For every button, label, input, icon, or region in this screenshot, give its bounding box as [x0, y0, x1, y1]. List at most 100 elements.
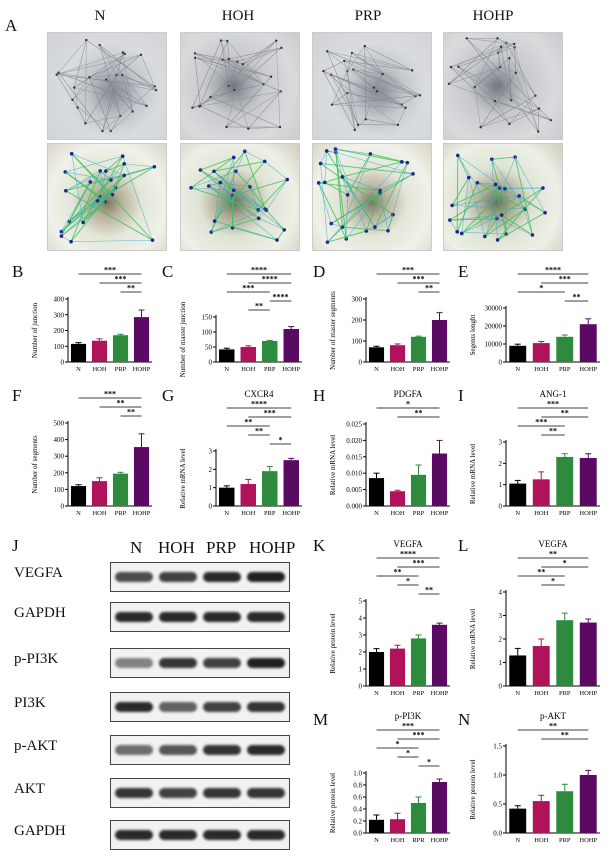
- bar: [283, 329, 299, 362]
- network-segment: [334, 149, 347, 239]
- network-segment: [449, 219, 458, 232]
- network-segment: [501, 187, 544, 216]
- bar: [240, 347, 256, 362]
- network-segment: [235, 151, 246, 172]
- network-segment: [461, 214, 502, 234]
- blot-row-label: p-PI3K: [14, 651, 59, 667]
- network-segment: [497, 52, 501, 68]
- panel-label-k: K: [313, 536, 326, 555]
- column-label-hoh: HOH: [221, 8, 255, 24]
- bar: [532, 801, 550, 833]
- bar: [579, 775, 597, 833]
- y-tick-label: 3: [359, 632, 363, 640]
- network-node: [81, 220, 85, 225]
- bar: [431, 624, 448, 686]
- network-node: [399, 160, 404, 164]
- network-node: [241, 63, 245, 66]
- x-tick-label: HOHP: [579, 690, 597, 697]
- network-node: [242, 149, 247, 154]
- y-tick-label: 100: [54, 486, 65, 494]
- network-node: [121, 51, 125, 54]
- network-segment: [456, 182, 478, 233]
- significance-label: **: [549, 550, 557, 559]
- y-axis-label: Segents lenght: [469, 314, 477, 355]
- y-tick-label: 0: [61, 359, 65, 367]
- bar: [579, 622, 597, 686]
- bar: [91, 481, 108, 506]
- bar: [389, 819, 406, 833]
- y-tick-label: 400: [54, 296, 65, 304]
- y-tick-label: 0.6: [353, 794, 362, 802]
- bar: [556, 456, 574, 506]
- network-node: [537, 107, 541, 110]
- network-node: [95, 198, 100, 203]
- x-tick-label: N: [515, 510, 520, 517]
- network-segment: [373, 87, 420, 96]
- network-segment: [99, 44, 117, 76]
- bar: [509, 345, 527, 362]
- network-segment: [484, 157, 516, 237]
- network-segment: [449, 214, 502, 221]
- network-segment: [344, 60, 413, 71]
- network-node: [256, 216, 261, 221]
- x-tick-label: PRP: [115, 510, 127, 517]
- network-segment: [199, 40, 277, 107]
- network-segment: [497, 43, 515, 53]
- y-tick-label: 300: [54, 453, 65, 461]
- network-segment: [111, 163, 125, 195]
- x-tick-label: PRP: [559, 510, 571, 517]
- network-segment: [86, 39, 155, 87]
- network-segment: [458, 66, 496, 102]
- network-segment: [106, 79, 147, 107]
- chart-title: VEGFA: [538, 539, 568, 549]
- significance-label: ***: [115, 275, 127, 284]
- significance-label: ****: [262, 275, 278, 284]
- bar: [410, 638, 427, 686]
- network-segment: [323, 70, 402, 105]
- network-segment: [227, 40, 230, 60]
- network-segment: [509, 58, 512, 101]
- network-node: [275, 39, 278, 42]
- y-tick-label: 0.010: [346, 470, 362, 478]
- network-node: [493, 182, 498, 187]
- y-tick-label: 500: [54, 420, 65, 428]
- network-node: [269, 75, 273, 78]
- significance-label: *: [427, 758, 431, 767]
- significance-label: **: [415, 409, 423, 418]
- network-segment: [61, 181, 91, 232]
- network-segment: [514, 156, 546, 213]
- network-segment: [335, 152, 414, 175]
- network-segment: [56, 52, 123, 75]
- x-tick-label: HOH: [534, 690, 548, 697]
- y-tick-label: 0.020: [346, 437, 362, 445]
- network-node: [396, 123, 400, 127]
- network-segment: [335, 152, 348, 195]
- x-tick-label: HOH: [534, 837, 548, 844]
- network-segment: [387, 162, 408, 231]
- network-segment: [331, 223, 343, 228]
- network-segment: [219, 150, 246, 183]
- network-segment: [99, 44, 157, 91]
- x-tick-label: HOH: [390, 366, 404, 373]
- significance-label: ***: [559, 275, 571, 284]
- significance-label: ****: [400, 550, 416, 559]
- micrograph-analyzed-prp: [312, 143, 432, 251]
- x-tick-label: N: [374, 690, 379, 697]
- bar: [389, 345, 406, 362]
- network-node: [227, 57, 231, 61]
- network-segment: [200, 85, 229, 107]
- network-segment: [331, 71, 348, 105]
- network-node: [154, 88, 158, 92]
- network-segment: [331, 92, 348, 105]
- network-node: [496, 37, 499, 40]
- y-tick-label: 0: [359, 683, 363, 691]
- x-tick-label: HOH: [92, 510, 106, 517]
- bar: [70, 486, 87, 506]
- network-segment: [461, 195, 520, 234]
- network-segment: [61, 187, 116, 233]
- blot-row-label: PI3K: [14, 695, 46, 711]
- network-node: [282, 228, 287, 232]
- bar: [283, 460, 299, 506]
- network-segment: [68, 179, 112, 223]
- network-segment: [233, 190, 285, 231]
